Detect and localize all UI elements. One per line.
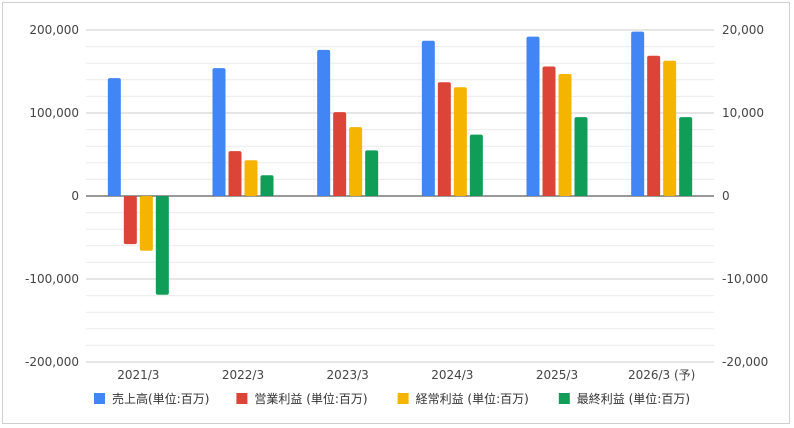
legend-swatch-1: [94, 393, 105, 404]
x-tick-label: 2021/3: [117, 368, 159, 382]
bar-3-6: [663, 60, 677, 197]
bar-2-1: [123, 196, 137, 245]
y-left-tick-label: 100,000: [29, 106, 79, 120]
chart-frame: 200,000 100,000 0 -100,000 -200,000 20,000 10,…: [2, 2, 790, 424]
legend-swatch-4: [558, 393, 570, 404]
y-left-tick-label: -200,000: [25, 355, 79, 369]
bar-4-2: [260, 175, 274, 196]
bar-3-4: [453, 87, 467, 196]
legend-label-2: 営業利益 (単位:百万): [254, 391, 367, 406]
bar-4-5: [574, 117, 588, 196]
bar-4-6: [679, 117, 693, 196]
y-right-tick-label: 10,000: [722, 106, 764, 120]
bar-3-2: [244, 160, 258, 196]
bar-4-3: [365, 150, 379, 196]
legend-label-4: 最終利益 (単位:百万): [577, 391, 690, 406]
y-left-tick-label: -100,000: [25, 272, 79, 286]
y-left-tick-label: 200,000: [29, 23, 79, 37]
bar-2-6: [647, 55, 661, 197]
bar-chart: 200,000 100,000 0 -100,000 -200,000 20,000 10,…: [25, 23, 768, 406]
bar-4-1: [155, 196, 169, 295]
y-right-tick-label: 20,000: [722, 23, 764, 37]
bar-1-4: [421, 40, 435, 196]
bar-1-1: [107, 78, 121, 196]
legend-swatch-3: [397, 393, 409, 404]
bar-1-2: [212, 68, 226, 196]
x-tick-label: 2023/3: [327, 368, 369, 382]
x-tick-label: 2025/3: [536, 368, 578, 382]
bar-1-6: [631, 31, 645, 196]
bar-1-5: [526, 36, 540, 196]
bar-1-3: [317, 49, 331, 196]
y-right-tick-label: -20,000: [722, 355, 768, 369]
y-left-tick-label: 0: [71, 189, 79, 203]
legend-label-1: 売上高(単位:百万): [112, 391, 209, 406]
bar-3-5: [558, 73, 572, 196]
bar-2-3: [333, 112, 347, 196]
y-right-tick-label: 0: [722, 189, 730, 203]
x-tick-label: 2024/3: [431, 368, 473, 382]
bar-3-1: [139, 196, 153, 251]
bar-2-2: [228, 151, 242, 196]
bar-2-4: [437, 82, 451, 196]
bar-3-3: [349, 127, 363, 196]
x-tick-label: 2026/3 (予): [628, 368, 695, 382]
legend-label-3: 経常利益 (単位:百万): [416, 391, 529, 406]
x-tick-label: 2022/3: [222, 368, 264, 382]
legend-swatch-2: [236, 393, 248, 404]
bar-4-4: [469, 134, 483, 196]
y-right-tick-label: -10,000: [722, 272, 768, 286]
bar-2-5: [542, 66, 556, 196]
